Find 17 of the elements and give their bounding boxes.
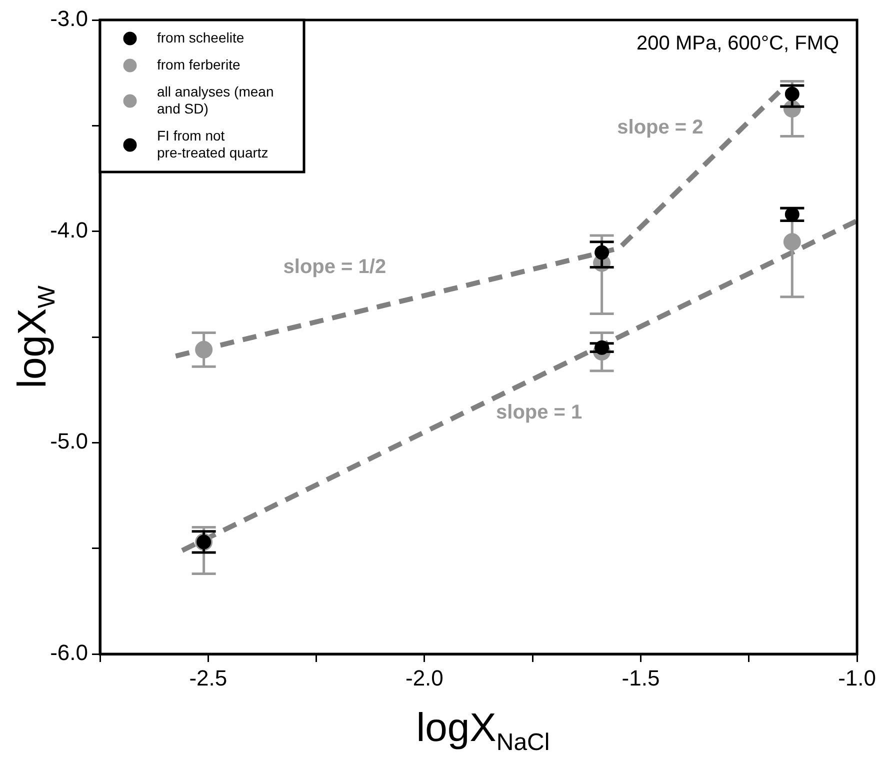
legend-label: from scheelite — [157, 29, 244, 46]
x-tick-label: -1.0 — [838, 665, 876, 690]
y-tick-label: -4.0 — [50, 217, 88, 242]
x-tick-label: -2.5 — [189, 665, 228, 690]
annotation: slope = 1/2 — [283, 256, 386, 278]
y-tick-label: -5.0 — [50, 428, 88, 454]
x-tick-label: -2.0 — [405, 665, 444, 690]
annotation: 200 MPa, 600°C, FMQ — [636, 32, 840, 55]
x-axis-title: logX$_{NaCl}$ — [416, 706, 550, 756]
y-tick-label: -6.0 — [50, 640, 88, 666]
legend-label: FI from not pre-treated quartz — [157, 127, 268, 160]
y-tick-label: -3.0 — [50, 6, 88, 32]
legend-label: all analyses (mean and SD) — [157, 83, 274, 116]
x-tick-label: -1.5 — [622, 665, 660, 690]
annotation: slope = 2 — [617, 116, 704, 138]
annotation: slope = 1 — [496, 402, 582, 424]
legend-label: from ferberite — [157, 56, 240, 72]
